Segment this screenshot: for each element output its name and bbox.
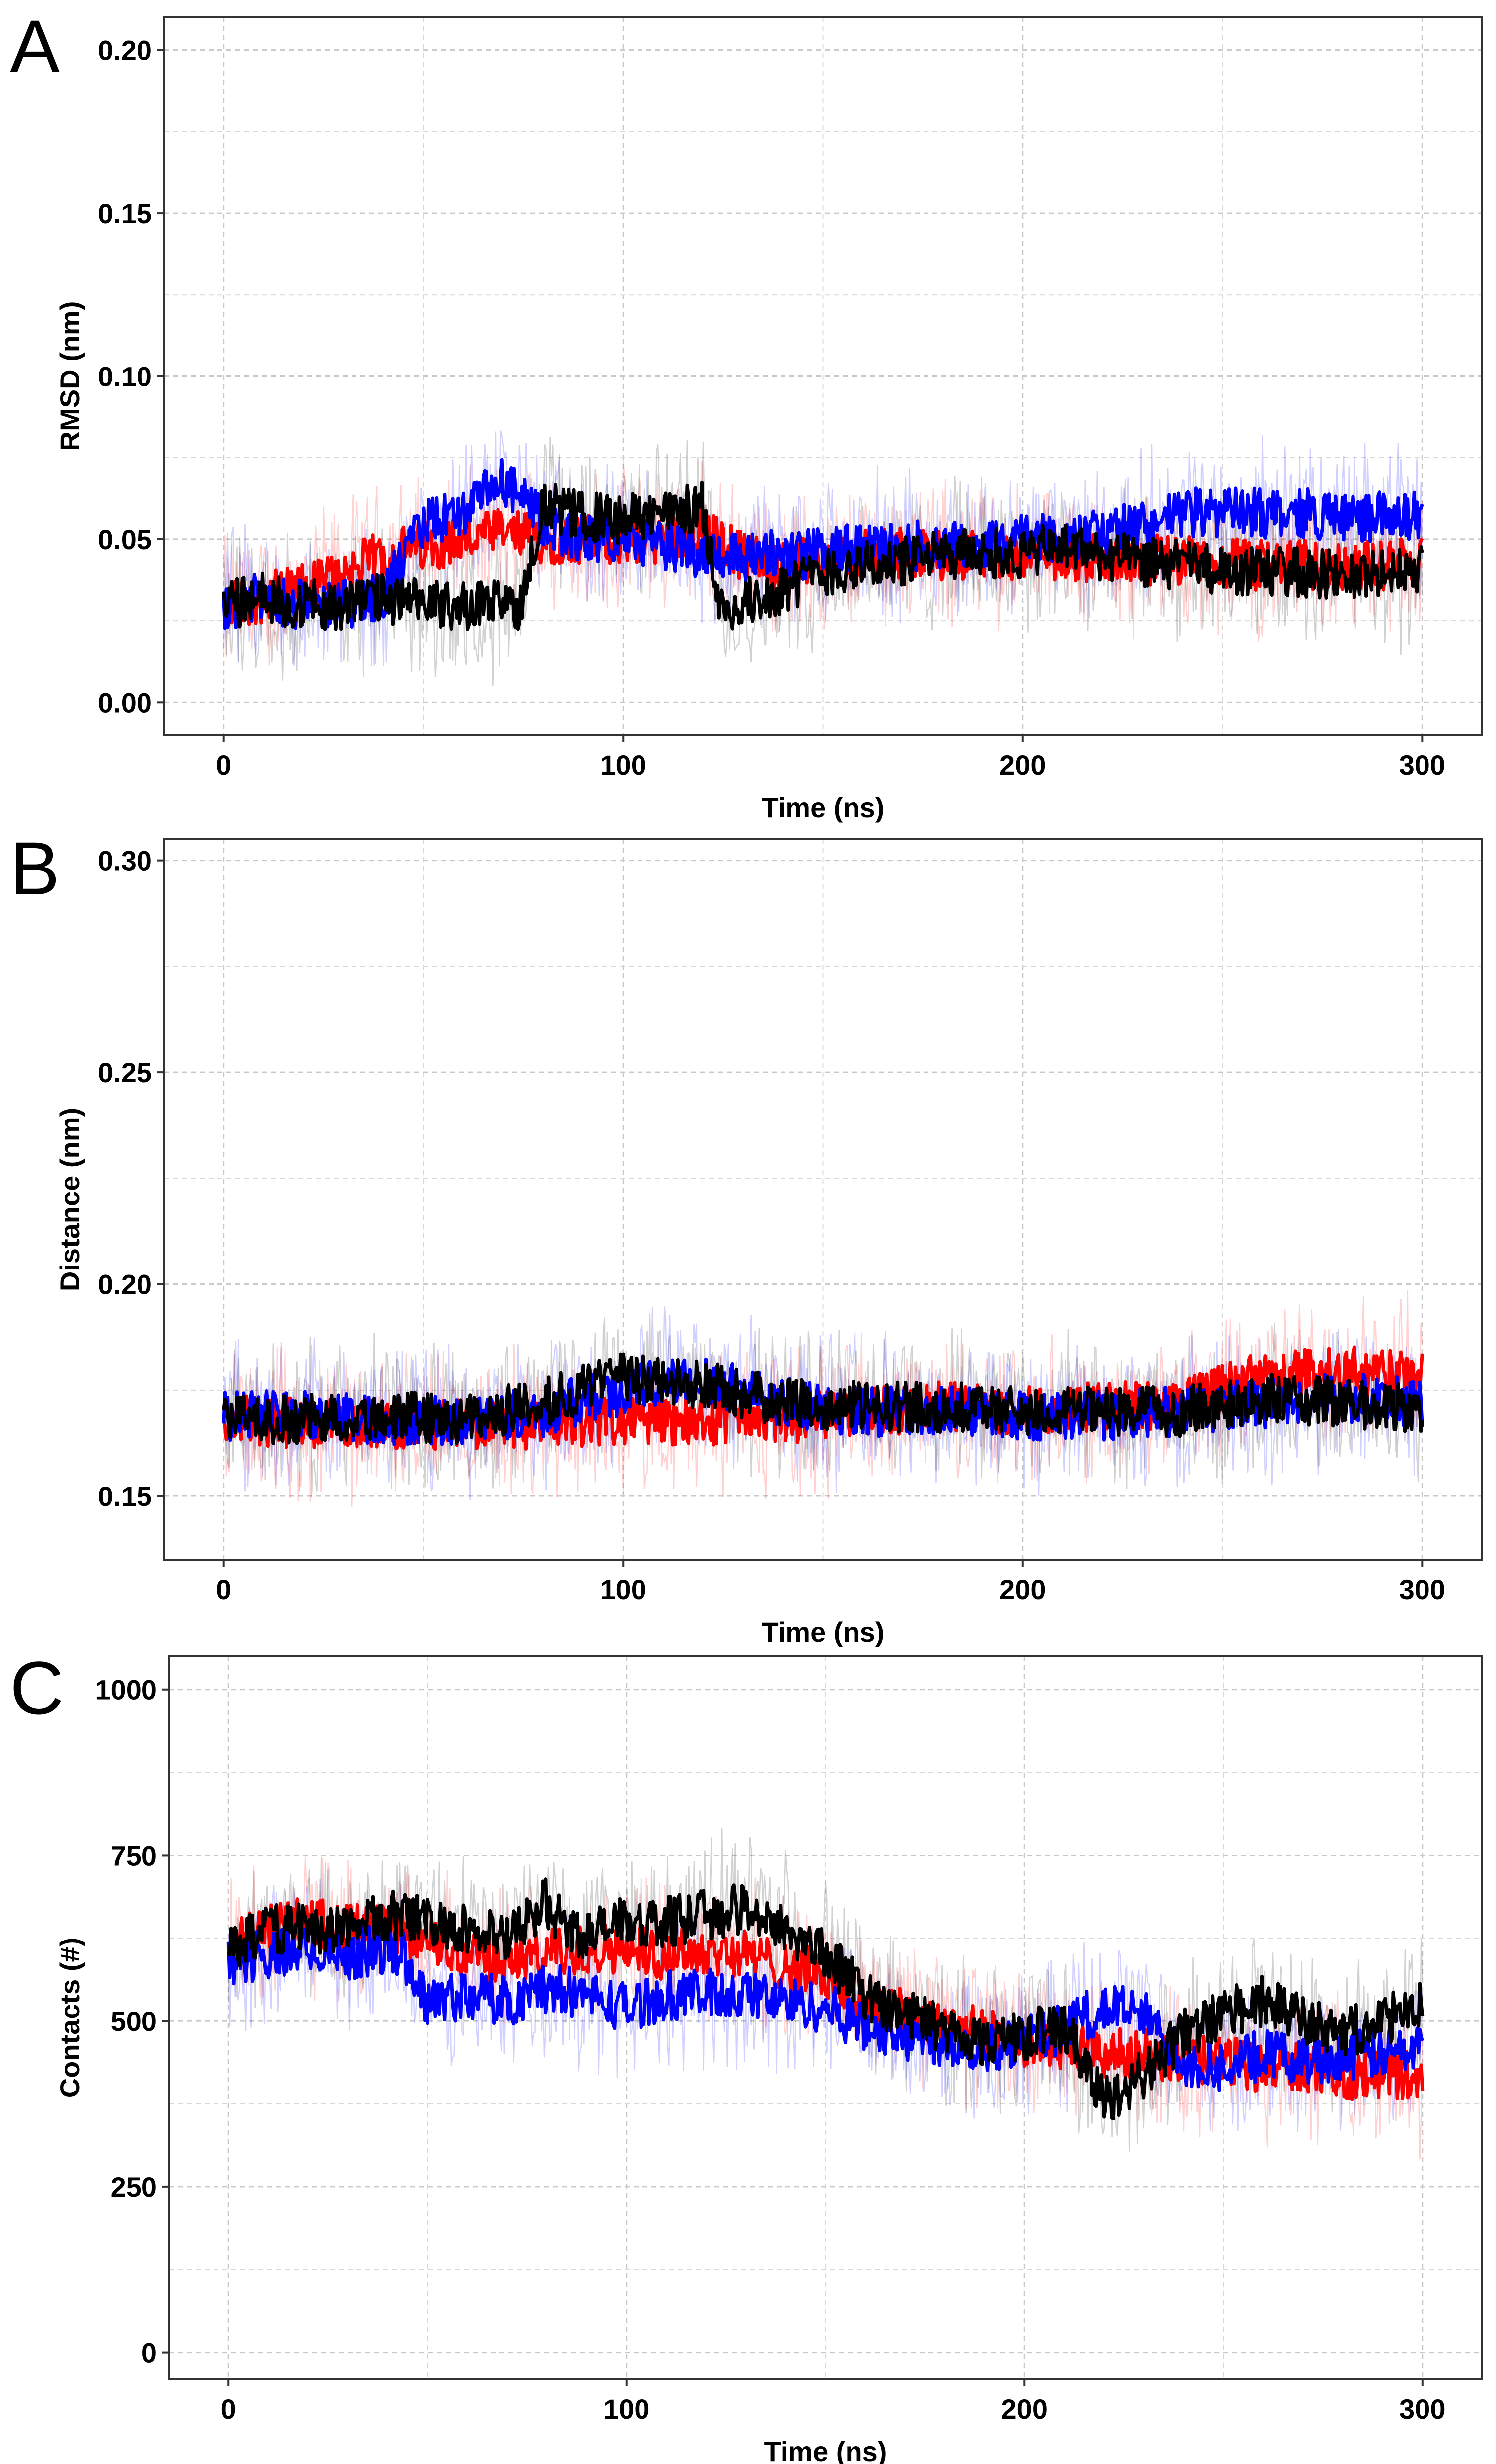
x-tick-label: 300 [1399, 2393, 1445, 2425]
y-tick-label: 0.15 [98, 198, 152, 229]
panel-letter: C [10, 1646, 64, 1729]
gridlines [164, 839, 1482, 1560]
y-tick-label: 0.30 [98, 845, 152, 877]
y-tick-label: 500 [111, 2006, 157, 2037]
x-tick-label: 0 [221, 2393, 236, 2425]
series-3-line [222, 480, 1424, 631]
x-tick-label: 100 [600, 1574, 646, 1605]
y-tick-label: 0.25 [98, 1057, 152, 1088]
x-tick-label: 200 [999, 749, 1046, 781]
x-tick-label: 0 [216, 1574, 231, 1605]
chart-panel-B: 0 100 200 300 0.15 0.20 0.25 0.30 Time (ns) Dista… [10, 826, 1483, 1647]
y-tick-label: 250 [111, 2171, 157, 2203]
x-tick-label: 200 [1001, 2393, 1048, 2425]
series-1-raw-trace [223, 1290, 1423, 1507]
chart-panel-A: 0 100 200 300 0.00 0.05 0.10 0.15 0.20 Time (ns) R… [10, 4, 1483, 823]
x-axis-title: Time (ns) [762, 792, 885, 823]
gridlines [164, 17, 1482, 735]
y-tick-label: 0.05 [98, 524, 152, 555]
x-tick-label: 200 [999, 1574, 1046, 1605]
x-tick-label: 100 [600, 749, 646, 781]
x-tick-label: 100 [603, 2393, 649, 2425]
y-tick-label: 0.00 [98, 687, 152, 718]
series-layer [222, 430, 1424, 686]
series-3-line [222, 1352, 1424, 1446]
panel-letter: A [10, 4, 60, 88]
x-axis-title: Time (ns) [764, 2436, 887, 2464]
series-2-line [226, 1924, 1425, 2092]
series-2-line [222, 458, 1424, 631]
x-tick-label: 300 [1399, 1574, 1445, 1605]
panel-letter: B [10, 826, 60, 910]
y-tick-label: 750 [111, 1840, 157, 1871]
x-axis-title: Time (ns) [762, 1616, 885, 1647]
y-tick-label: 0.10 [98, 361, 152, 392]
plot-frame [168, 1655, 1483, 2380]
plot-frame [163, 838, 1483, 1561]
y-tick-label: 0.20 [98, 1269, 152, 1300]
series-3-line [227, 1877, 1425, 2120]
y-axis-title: RMSD (nm) [54, 301, 85, 451]
chart-panel-C: 0 100 200 300 0 250 500 750 1000 Time (ns) Contact… [10, 1646, 1483, 2464]
y-axis-title: Distance (nm) [54, 1108, 85, 1291]
x-tick-label: 300 [1399, 749, 1445, 781]
y-tick-label: 0.20 [98, 35, 152, 66]
y-tick-label: 0.15 [98, 1481, 152, 1512]
y-axis-title: Contacts (#) [54, 1938, 85, 2098]
series-layer [226, 1828, 1425, 2160]
y-tick-label: 0 [142, 2337, 157, 2369]
y-tick-label: 1000 [95, 1674, 157, 1706]
x-tick-label: 0 [216, 749, 231, 781]
series-layer [222, 1290, 1424, 1507]
